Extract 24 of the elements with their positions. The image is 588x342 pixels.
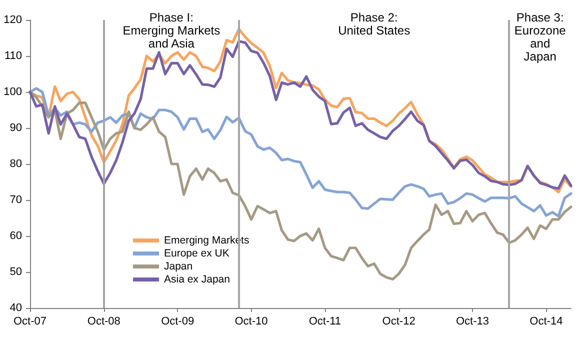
y-tick-label: 110: [4, 50, 22, 62]
x-tick-label: Oct-12: [382, 316, 416, 328]
legend-label: Japan: [164, 260, 193, 272]
legend-label: Asia ex Japan: [164, 274, 230, 286]
y-tick-label: 80: [10, 158, 22, 170]
x-tick-label: Oct-08: [87, 316, 120, 328]
x-tick-label: Oct-13: [456, 316, 489, 328]
x-tick-label: Oct-10: [234, 316, 268, 328]
y-tick-label: 50: [10, 266, 22, 278]
x-tick-label: Oct-14: [530, 316, 563, 328]
y-tick-label: 40: [10, 302, 22, 314]
y-tick-label: 90: [10, 122, 22, 134]
legend-label: Europe ex UK: [164, 248, 230, 260]
x-tick-label: Oct-09: [161, 316, 194, 328]
line-series: [28, 87, 572, 218]
x-tick-label: Oct-11: [308, 316, 342, 328]
annotation: Phase 3: Eurozone and Japan: [514, 10, 566, 64]
y-tick-label: 60: [10, 230, 22, 242]
x-tick-label: Oct-07: [13, 316, 47, 328]
y-tick-label: 100: [4, 86, 22, 98]
annotation: Phase I: Emerging Markets and Asia: [122, 10, 220, 50]
y-tick-label: 70: [10, 194, 22, 206]
annotation: Phase 2: United States: [338, 10, 410, 38]
y-tick-label: 120: [4, 14, 22, 26]
